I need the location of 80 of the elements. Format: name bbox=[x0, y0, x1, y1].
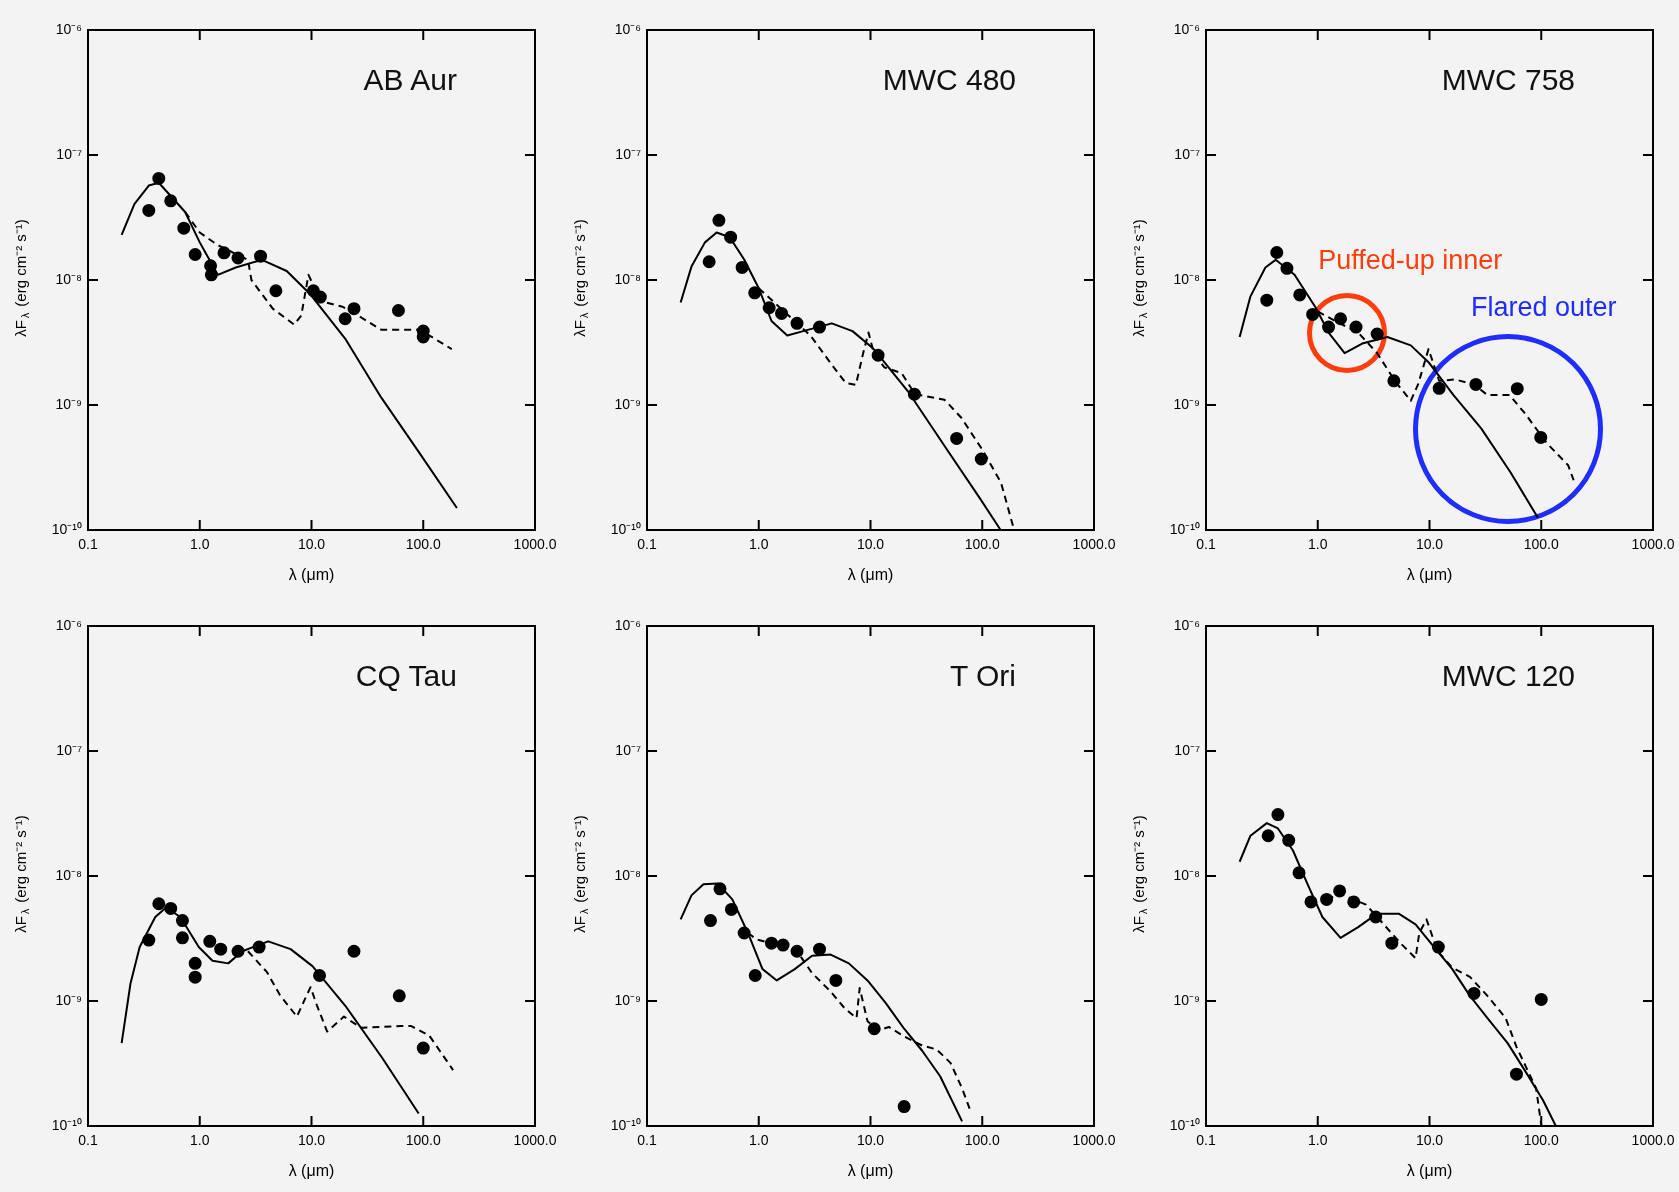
y-tick-label: 10⁻⁷ bbox=[615, 741, 641, 758]
x-tick-label: 0.1 bbox=[637, 1131, 657, 1148]
x-axis-title: λ (μm) bbox=[847, 566, 894, 584]
y-tick-label: 10⁻⁷ bbox=[56, 741, 82, 758]
text: MWC 120 bbox=[1441, 659, 1575, 693]
x-tick-label: 0.1 bbox=[1196, 1131, 1216, 1148]
y-axis-title: λFλ (erg cm⁻² s⁻¹) bbox=[571, 815, 591, 933]
x-tick-label: 100.0 bbox=[405, 1131, 441, 1148]
y-tick-label: 10⁻⁹ bbox=[55, 991, 82, 1008]
x-tick-label: 1000.0 bbox=[1072, 535, 1116, 552]
x-tick-label: 1.0 bbox=[190, 535, 210, 552]
y-tick-label: 10⁻⁹ bbox=[1173, 395, 1200, 412]
y-tick-label: 10⁻¹⁰ bbox=[51, 520, 82, 537]
y-tick-label: 10⁻⁹ bbox=[55, 395, 82, 412]
x-tick-label: 10.0 bbox=[297, 535, 326, 552]
x-tick-label: 10.0 bbox=[856, 1131, 885, 1148]
x-tick-label: 100.0 bbox=[405, 535, 441, 552]
y-tick-label: 10⁻⁹ bbox=[1173, 991, 1200, 1008]
x-tick-label: 1000.0 bbox=[1631, 1131, 1675, 1148]
x-tick-label: 0.1 bbox=[78, 1131, 98, 1148]
y-tick-label: 10⁻¹⁰ bbox=[1169, 1116, 1200, 1133]
y-tick-label: 10⁻⁷ bbox=[1174, 145, 1200, 162]
y-tick-label: 10⁻⁷ bbox=[615, 145, 641, 162]
x-axis-title: λ (μm) bbox=[847, 1162, 894, 1180]
y-tick-label: 10⁻⁸ bbox=[1173, 270, 1201, 287]
y-tick-label: 10⁻⁸ bbox=[55, 866, 83, 883]
y-tick-label: 10⁻¹⁰ bbox=[610, 520, 641, 537]
y-tick-label: 10⁻⁸ bbox=[1173, 866, 1201, 883]
y-tick-label: 10⁻⁸ bbox=[614, 866, 642, 883]
y-tick-label: 10⁻⁸ bbox=[55, 270, 83, 287]
x-tick-label: 1000.0 bbox=[513, 535, 557, 552]
y-axis-title: λFλ (erg cm⁻² s⁻¹) bbox=[1130, 219, 1150, 337]
x-tick-label: 1.0 bbox=[1308, 535, 1328, 552]
x-tick-label: 1000.0 bbox=[513, 1131, 557, 1148]
y-tick-label: 10⁻⁶ bbox=[1173, 616, 1200, 633]
x-tick-label: 100.0 bbox=[964, 1131, 1000, 1148]
y-axis-title: λFλ (erg cm⁻² s⁻¹) bbox=[571, 219, 591, 337]
x-tick-label: 10.0 bbox=[297, 1131, 326, 1148]
x-tick-label: 100.0 bbox=[1523, 1131, 1559, 1148]
x-tick-label: 100.0 bbox=[1523, 535, 1559, 552]
y-tick-label: 10⁻⁹ bbox=[614, 991, 641, 1008]
x-tick-label: 100.0 bbox=[964, 535, 1000, 552]
text: AB Aur bbox=[363, 63, 457, 97]
x-tick-label: 1000.0 bbox=[1072, 1131, 1116, 1148]
text: T Ori bbox=[949, 659, 1016, 693]
text: MWC 758 bbox=[1441, 63, 1575, 97]
y-tick-label: 10⁻⁶ bbox=[614, 616, 641, 633]
x-axis-title: λ (μm) bbox=[288, 566, 335, 584]
y-tick-label: 10⁻¹⁰ bbox=[610, 1116, 641, 1133]
x-axis-title: λ (μm) bbox=[288, 1162, 335, 1180]
y-axis-title: λFλ (erg cm⁻² s⁻¹) bbox=[12, 219, 32, 337]
x-tick-label: 10.0 bbox=[1415, 1131, 1444, 1148]
x-tick-label: 0.1 bbox=[78, 535, 98, 552]
x-tick-label: 10.0 bbox=[1415, 535, 1444, 552]
y-tick-label: 10⁻⁸ bbox=[614, 270, 642, 287]
y-tick-label: 10⁻⁶ bbox=[55, 616, 82, 633]
text: CQ Tau bbox=[355, 659, 457, 693]
y-tick-label: 10⁻⁹ bbox=[614, 395, 641, 412]
text: MWC 480 bbox=[882, 63, 1016, 97]
x-tick-label: 1.0 bbox=[749, 535, 769, 552]
y-tick-label: 10⁻⁷ bbox=[56, 145, 82, 162]
y-tick-label: 10⁻¹⁰ bbox=[1169, 520, 1200, 537]
y-axis-title: λFλ (erg cm⁻² s⁻¹) bbox=[1130, 815, 1150, 933]
y-tick-label: 10⁻⁶ bbox=[1173, 20, 1200, 37]
y-tick-label: 10⁻⁶ bbox=[55, 20, 82, 37]
x-tick-label: 1000.0 bbox=[1631, 535, 1675, 552]
x-tick-label: 10.0 bbox=[856, 535, 885, 552]
x-axis-title: λ (μm) bbox=[1406, 566, 1453, 584]
annotation: Flared outer bbox=[1470, 291, 1617, 322]
y-axis-title: λFλ (erg cm⁻² s⁻¹) bbox=[12, 815, 32, 933]
x-tick-label: 0.1 bbox=[637, 535, 657, 552]
y-tick-label: 10⁻⁶ bbox=[614, 20, 641, 37]
x-tick-label: 1.0 bbox=[190, 1131, 210, 1148]
annotation: Puffed-up inner bbox=[1318, 244, 1503, 275]
x-axis-title: λ (μm) bbox=[1406, 1162, 1453, 1180]
x-tick-label: 1.0 bbox=[749, 1131, 769, 1148]
y-tick-label: 10⁻¹⁰ bbox=[51, 1116, 82, 1133]
x-tick-label: 1.0 bbox=[1308, 1131, 1328, 1148]
y-tick-label: 10⁻⁷ bbox=[1174, 741, 1200, 758]
x-tick-label: 0.1 bbox=[1196, 535, 1216, 552]
